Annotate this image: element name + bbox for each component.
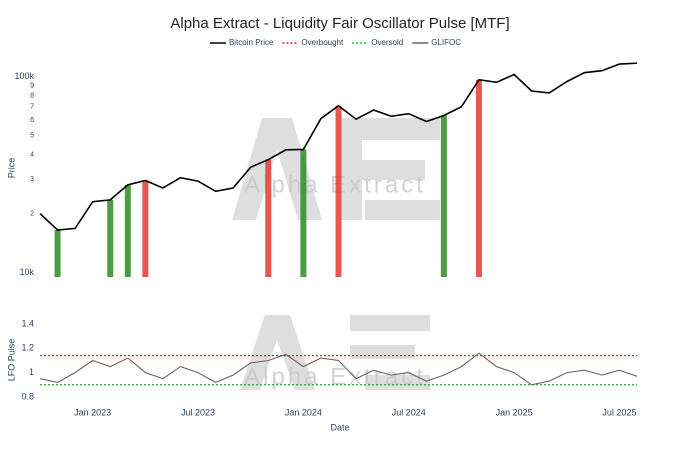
legend-label: Bitcoin Price — [229, 38, 274, 47]
y-tick-label: 0.8 — [21, 391, 34, 401]
y-tick-label: 1 — [29, 367, 34, 377]
y-tick-label: 1.4 — [21, 318, 34, 328]
y-tick-label: 8 — [30, 92, 34, 99]
y-tick-label: 3 — [30, 176, 34, 183]
x-axis-title: Date — [330, 422, 349, 432]
chart-title: Alpha Extract - Liquidity Fair Oscillato… — [170, 15, 509, 32]
y-tick-label: 2 — [30, 210, 34, 217]
y-tick-label: 6 — [30, 117, 34, 124]
watermark: Alpha Extract — [244, 363, 426, 390]
series-line — [39, 62, 638, 231]
y-tick-label: 7 — [30, 104, 34, 111]
y-tick-label: 1.2 — [21, 343, 34, 353]
signal-bar — [107, 199, 114, 277]
y-axis-title: Price — [6, 158, 16, 179]
signal-bar — [54, 229, 61, 277]
series-line — [39, 352, 638, 386]
legend-label: Oversold — [371, 38, 403, 47]
watermark: Alpha Extract — [244, 171, 426, 198]
legend-label: Overbought — [301, 38, 344, 47]
signal-bar — [265, 159, 272, 277]
y-axis-title: LFO Pulse — [6, 339, 16, 382]
y-tick-label: 10k — [19, 267, 34, 277]
signal-bar — [142, 180, 149, 277]
signal-bar — [335, 105, 342, 278]
signal-bar — [475, 79, 482, 277]
signal-bar — [440, 115, 447, 277]
y-tick-label: 9 — [30, 82, 34, 89]
y-tick-label: 4 — [30, 151, 34, 158]
signal-bar — [300, 149, 307, 277]
x-tick-label: Jan 2023 — [74, 407, 111, 417]
legend-label: GLIFOC — [431, 38, 461, 47]
y-tick-label: 100k — [14, 71, 34, 81]
signal-bar — [124, 184, 131, 277]
x-tick-label: Jul 2024 — [392, 407, 426, 417]
logo-watermark-bottom — [240, 315, 430, 390]
logo-watermark-top — [232, 118, 440, 220]
x-tick-label: Jul 2023 — [181, 407, 215, 417]
x-tick-label: Jan 2025 — [496, 407, 533, 417]
y-tick-label: 5 — [30, 132, 34, 139]
x-tick-label: Jan 2024 — [285, 407, 322, 417]
x-tick-label: Jul 2025 — [602, 407, 636, 417]
